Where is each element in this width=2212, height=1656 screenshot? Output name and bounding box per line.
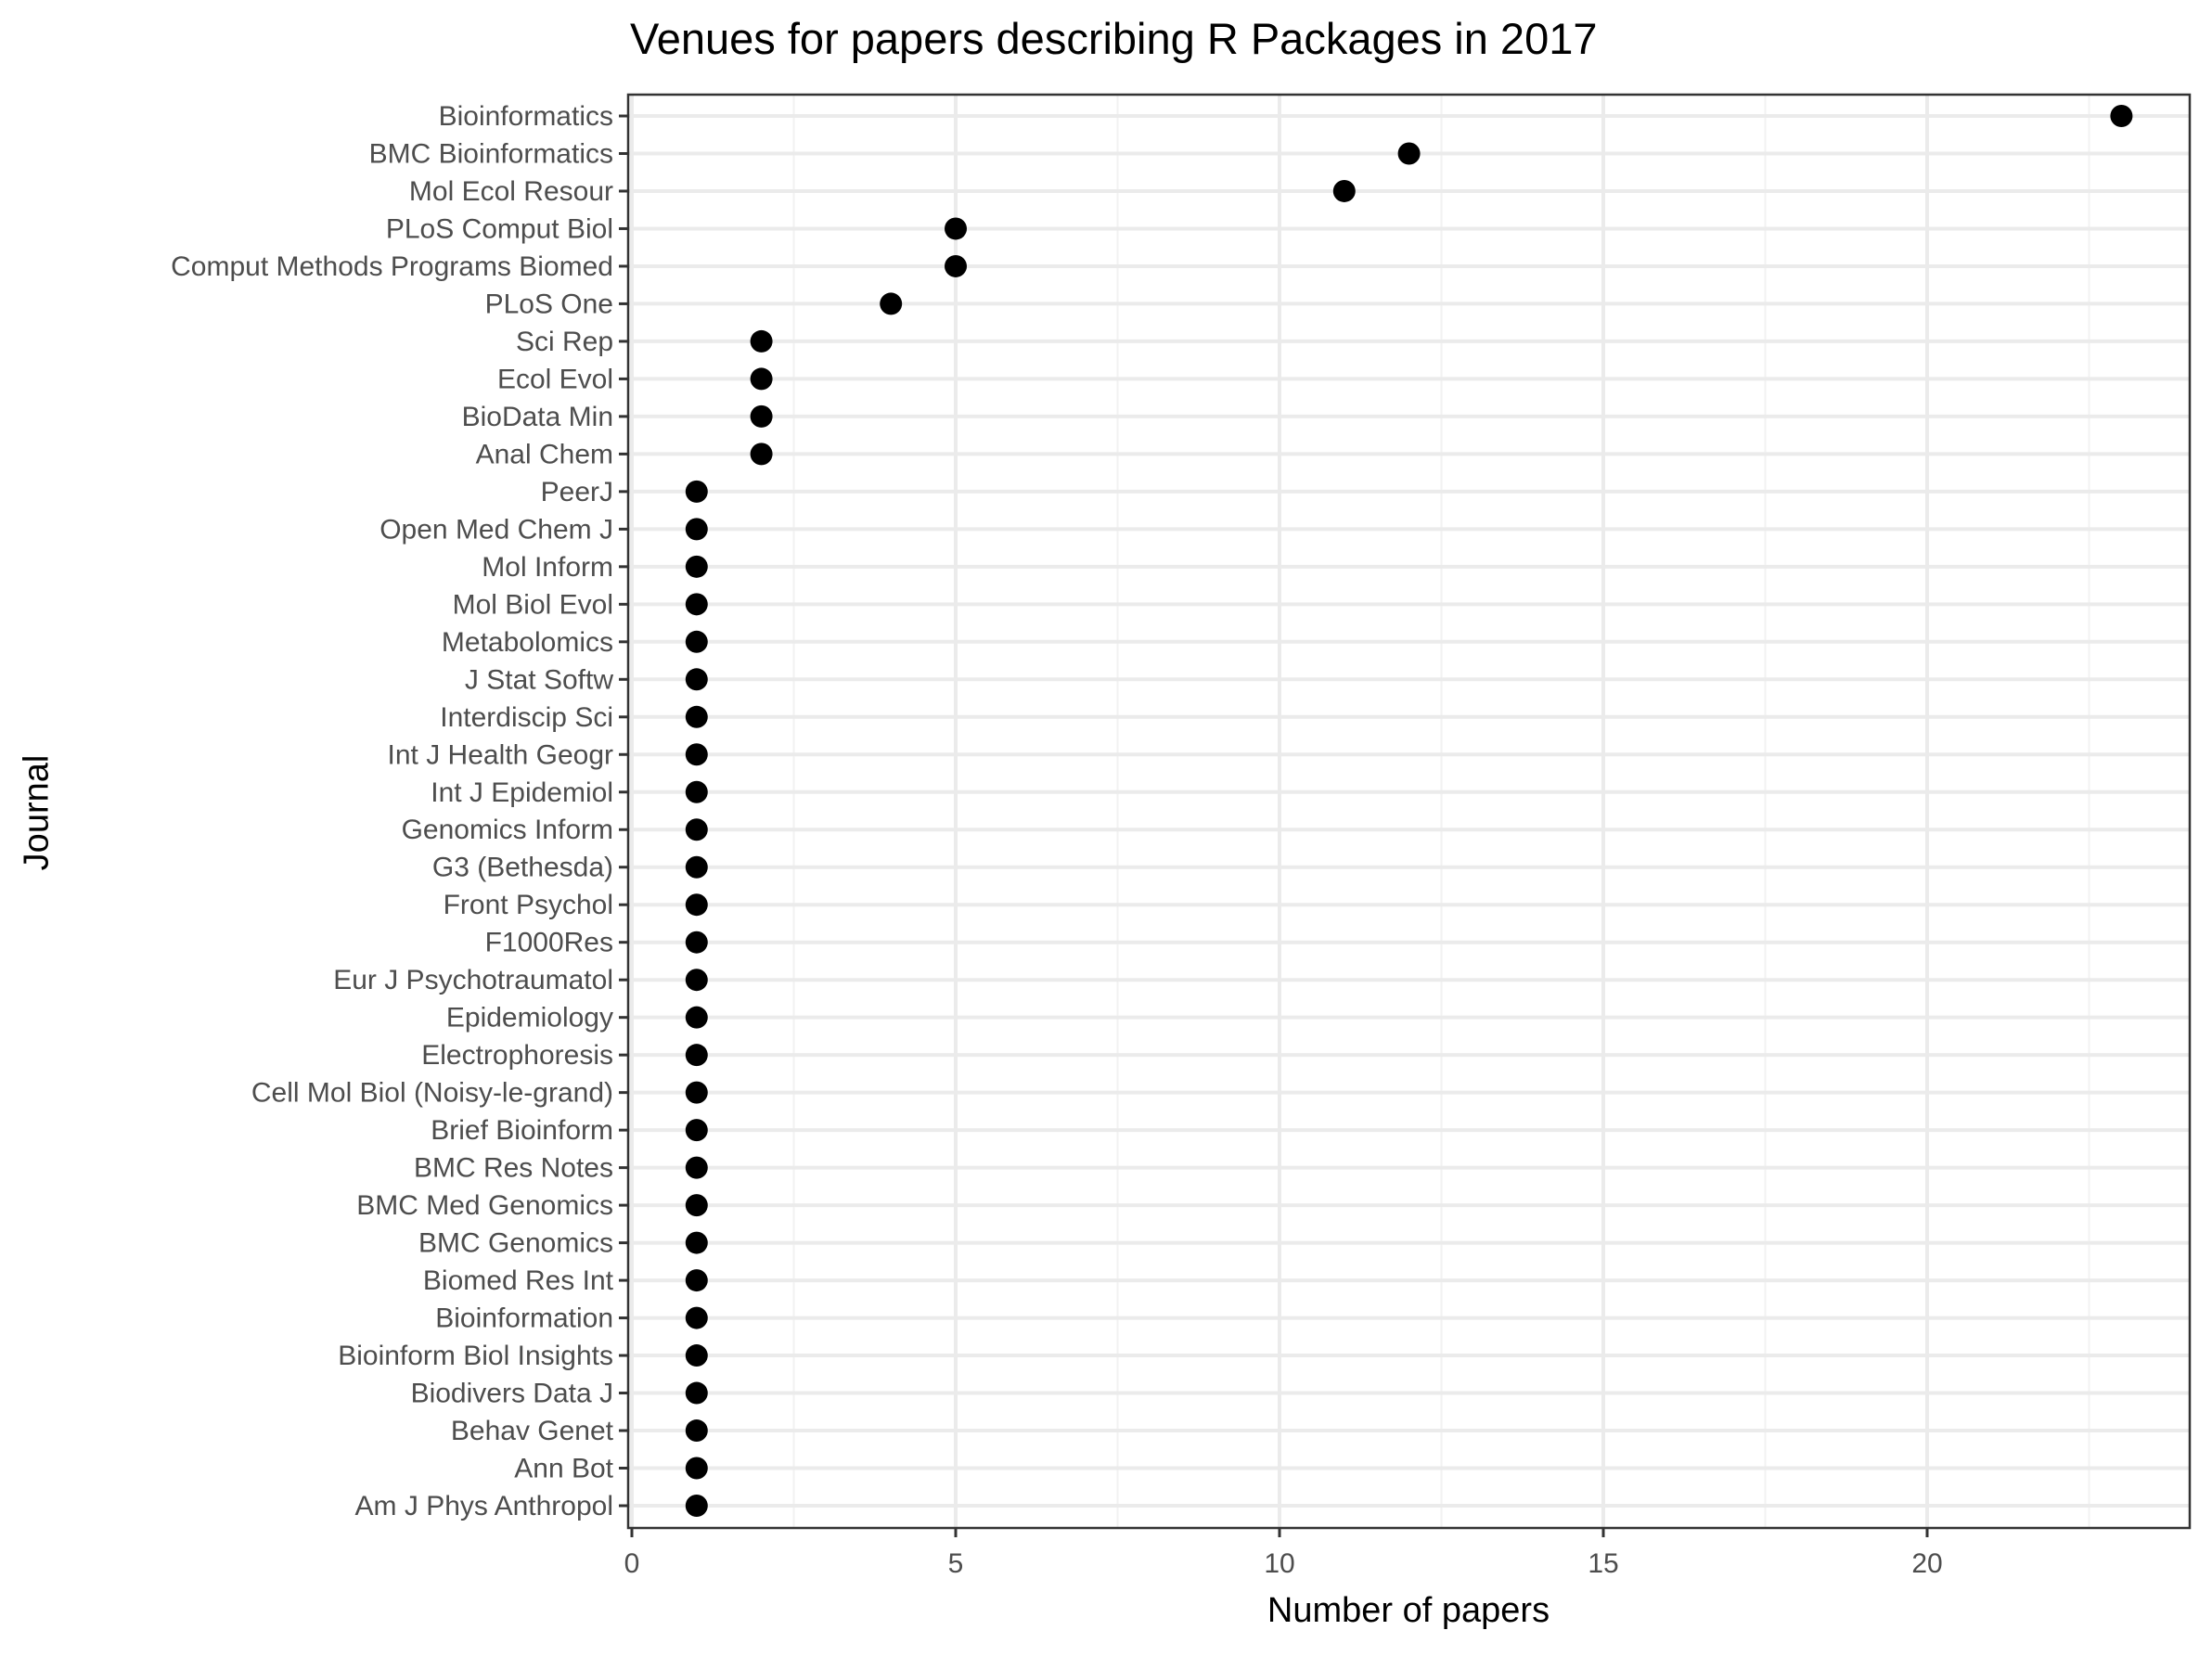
y-tick-label: Comput Methods Programs Biomed [171, 251, 613, 282]
y-tick-label: Genomics Inform [402, 815, 613, 845]
y-tick-label: Interdiscip Sci [440, 702, 613, 733]
y-tick-label: BMC Bioinformatics [369, 138, 613, 169]
y-tick-label: Mol Biol Evol [453, 589, 613, 620]
y-tick-label: Bioinformation [435, 1303, 613, 1334]
y-tick-label: Ann Bot [514, 1454, 613, 1484]
data-point [685, 1306, 708, 1329]
y-tick-label: Front Psychol [444, 890, 613, 920]
data-point [685, 1419, 708, 1443]
data-point [685, 1231, 708, 1254]
data-point [685, 893, 708, 917]
x-tick-label: 20 [1911, 1548, 1942, 1579]
data-point [1332, 179, 1356, 202]
x-tick-label: 15 [1588, 1548, 1618, 1579]
x-tick-label: 10 [1264, 1548, 1294, 1579]
x-tick-label: 5 [948, 1548, 964, 1579]
x-axis-title: Number of papers [1267, 1591, 1550, 1630]
y-tick-label: Metabolomics [442, 627, 613, 658]
y-tick-label: BioData Min [462, 402, 613, 432]
y-tick-label: Behav Genet [451, 1416, 614, 1446]
y-tick-label: BMC Med Genomics [356, 1190, 613, 1221]
y-tick-label: Int J Epidemiol [431, 777, 613, 808]
data-point [1397, 142, 1421, 165]
data-point [685, 1006, 708, 1029]
y-tick-label: G3 (Bethesda) [432, 853, 613, 883]
data-point [685, 743, 708, 766]
chart-title: Venues for papers describing R Packages … [630, 14, 1598, 63]
data-point [685, 855, 708, 879]
y-tick-label: PeerJ [541, 477, 613, 507]
data-point [750, 329, 773, 353]
panel-background [628, 95, 2190, 1528]
y-tick-label: PLoS One [485, 289, 613, 319]
y-tick-label: Biodivers Data J [411, 1379, 613, 1409]
y-tick-label: PLoS Comput Biol [386, 213, 613, 244]
data-point [685, 1381, 708, 1405]
data-point [685, 1194, 708, 1217]
y-tick-label: Int J Health Geogr [388, 739, 613, 770]
panel-border [626, 93, 2192, 1530]
data-point [685, 480, 708, 503]
data-point [750, 443, 773, 466]
data-point [685, 1495, 708, 1517]
y-tick-label: Bioinformatics [439, 101, 613, 132]
x-tick-label: 0 [624, 1548, 640, 1579]
y-tick-label: J Stat Softw [465, 664, 613, 695]
y-tick-label: BMC Res Notes [414, 1153, 613, 1184]
data-point [685, 969, 708, 992]
data-point [2110, 105, 2133, 127]
data-point [880, 292, 903, 315]
data-point [685, 1044, 708, 1067]
data-point [685, 593, 708, 616]
data-point [685, 818, 708, 841]
y-tick-label: BMC Genomics [418, 1228, 613, 1259]
y-tick-label: Mol Ecol Resour [409, 176, 613, 207]
data-point [685, 1269, 708, 1292]
y-tick-label: Ecol Evol [497, 364, 613, 394]
y-tick-label: Mol Inform [482, 552, 613, 583]
y-tick-label: Electrophoresis [421, 1040, 613, 1071]
y-tick-label: F1000Res [485, 928, 613, 958]
y-tick-label: Anal Chem [476, 439, 613, 469]
y-tick-label: Bioinform Biol Insights [338, 1341, 613, 1371]
data-point [685, 630, 708, 653]
data-point [750, 367, 773, 391]
data-point [685, 1156, 708, 1179]
data-point [685, 1344, 708, 1367]
data-point [750, 404, 773, 428]
data-point [945, 254, 967, 277]
y-tick-label: Biomed Res Int [423, 1265, 614, 1296]
y-tick-label: Sci Rep [516, 327, 613, 357]
data-point [685, 518, 708, 541]
data-point [685, 780, 708, 803]
data-point [685, 705, 708, 728]
data-point [685, 1457, 708, 1480]
data-point [685, 1081, 708, 1104]
y-tick-label: Epidemiology [446, 1003, 613, 1033]
data-point [685, 1119, 708, 1142]
data-point [685, 668, 708, 691]
y-tick-label: Open Med Chem J [379, 514, 613, 545]
data-point [945, 217, 967, 240]
y-tick-label: Am J Phys Anthropol [355, 1491, 613, 1521]
data-point [685, 931, 708, 954]
y-tick-label: Brief Bioinform [431, 1115, 613, 1146]
y-tick-label: Cell Mol Biol (Noisy-le-grand) [251, 1078, 613, 1109]
y-tick-label: Eur J Psychotraumatol [333, 965, 613, 995]
data-point [685, 555, 708, 578]
